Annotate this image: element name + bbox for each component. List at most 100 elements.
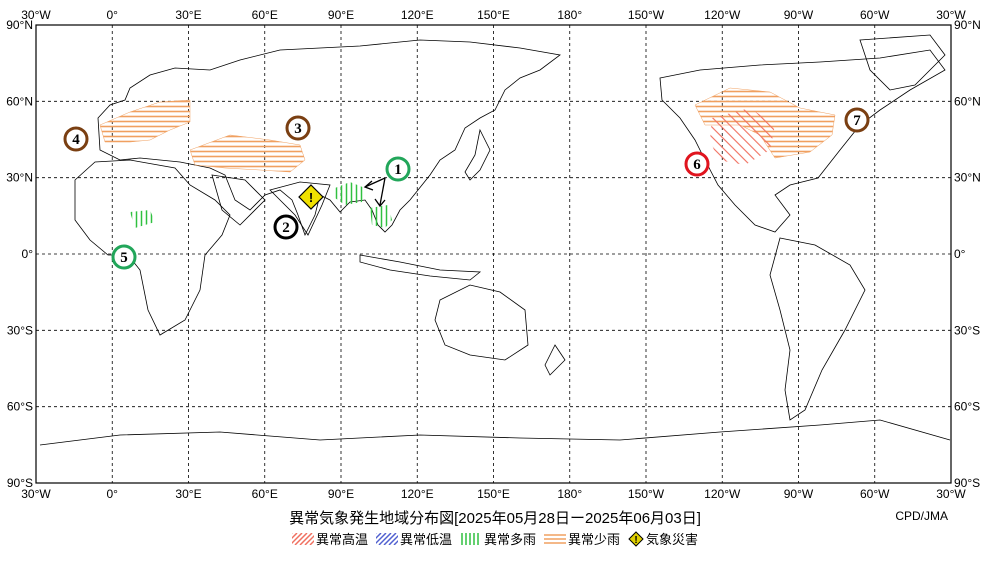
top-lon-label: 120°E: [401, 8, 434, 22]
marker-number: 1: [394, 162, 402, 178]
diag-red-hatch: [291, 532, 314, 545]
top-lon-label: 60°E: [252, 8, 278, 22]
marker-circle: [285, 115, 311, 141]
south-america-outline: [769, 237, 866, 421]
left-lat-label: 30°S: [7, 323, 33, 337]
top-lon-label: 120°W: [704, 8, 741, 22]
right-lat-label: 60°N: [954, 94, 981, 108]
svg-text:!: !: [634, 535, 637, 546]
legend-label: 気象災害: [646, 532, 699, 547]
antarctica-outline: [39, 419, 951, 446]
left-lat-label: 60°N: [6, 94, 33, 108]
marker-circle: [63, 126, 89, 152]
bottom-lon-label: 30°W: [21, 487, 51, 501]
top-lon-label: 60°W: [860, 8, 890, 22]
marker-3: 3: [285, 115, 311, 141]
japan-outline: [464, 128, 491, 181]
eurasia-outline: [97, 39, 561, 237]
indochina-wet-region: [370, 205, 392, 228]
marker-circle: [385, 156, 411, 182]
legend-label: 異常低温: [399, 532, 452, 547]
bottom-lon-label: 90°W: [784, 487, 814, 501]
coastlines: [39, 34, 951, 446]
vertical-green-hatch: [461, 532, 479, 545]
marker-number: 6: [693, 157, 701, 173]
arrow-head-indochina: [374, 198, 386, 208]
top-lon-label: 30°W: [936, 8, 966, 22]
right-lat-label: 90°S: [954, 476, 980, 490]
marker-circle: [111, 244, 137, 270]
africa-outline: [74, 159, 231, 336]
diag-blue-hatch: [375, 532, 398, 545]
disaster-marker: !: [298, 184, 324, 210]
bottom-lon-label: 120°E: [401, 487, 434, 501]
markers: 1 2 3 4 5 6 7: [63, 107, 870, 270]
india-wet-region: [335, 182, 365, 205]
legend-item-3: 異常少雨: [544, 529, 620, 548]
bottom-lon-label: 150°E: [477, 487, 510, 501]
bottom-lon-label: 150°W: [628, 487, 665, 501]
horizontal-orange-hatch: [544, 533, 566, 544]
marker-circle: [684, 151, 710, 177]
marker-number: 4: [72, 132, 80, 148]
newzealand-outline: [544, 344, 566, 376]
legend-label: 異常少雨: [568, 532, 621, 547]
bottom-lon-label: 120°W: [704, 487, 741, 501]
marker-number: 7: [853, 113, 861, 129]
credit-label: CPD/JMA: [895, 509, 948, 523]
top-lon-label: 30°W: [21, 8, 51, 22]
indonesia-outline: [359, 254, 482, 281]
marker-number: 5: [120, 250, 128, 266]
top-lon-label: 180°: [557, 8, 582, 22]
india-outline: [269, 181, 331, 236]
graticule: [36, 25, 951, 483]
left-lat-label: 90°S: [7, 476, 33, 490]
marker-4: 4: [63, 126, 89, 152]
warning-diamond-icon: !: [628, 530, 644, 547]
bottom-lon-label: 0°: [107, 487, 119, 501]
australia-outline: [434, 284, 529, 361]
legend-item-1: 異常低温: [375, 529, 452, 548]
africa-wet-region: [130, 210, 155, 228]
svg-text:!: !: [309, 190, 313, 205]
canada-hot-region: [710, 108, 775, 165]
anomaly-regions: [99, 87, 836, 228]
marker-1: 1: [385, 156, 411, 182]
arabia-outline: [211, 174, 266, 226]
marker-circle: [273, 214, 299, 240]
bottom-lon-label: 180°: [557, 487, 582, 501]
europe-dry-region: [99, 99, 191, 143]
top-lon-label: 30°E: [175, 8, 201, 22]
marker-number: 2: [282, 220, 290, 236]
legend-item-4: ! 気象災害: [628, 529, 698, 548]
marker-1-arrows: [363, 177, 386, 208]
top-lon-label: 90°E: [328, 8, 354, 22]
map-footer: 異常気象発生地域分布図[2025年05月28日ー2025年06月03日] CPD…: [0, 507, 990, 567]
marker-circle: [844, 107, 870, 133]
world-map: 30°W 0° 30°E 60°E 90°E 120°E 150°E 180° 150°W 120…: [6, 8, 981, 501]
legend-item-2: 異常多雨: [460, 529, 536, 548]
legend-item-0: 異常高温: [291, 529, 368, 548]
arrow-to-india: [364, 177, 386, 188]
arrow-head-india: [363, 180, 374, 191]
bottom-lon-label: 60°E: [252, 487, 278, 501]
left-lat-label: 90°N: [6, 18, 33, 32]
map-title: 異常気象発生地域分布図[2025年05月28日ー2025年06月03日]: [289, 510, 701, 527]
top-lon-label: 90°W: [784, 8, 814, 22]
marker-6: 6: [684, 151, 710, 177]
left-lat-label: 0°: [22, 247, 34, 261]
legend-label: 異常高温: [315, 532, 368, 547]
marker-7: 7: [844, 107, 870, 133]
right-lat-label: 60°S: [954, 400, 980, 414]
top-lon-label: 150°E: [477, 8, 510, 22]
top-lon-label: 150°W: [628, 8, 665, 22]
warning-diamond-icon: [298, 184, 324, 210]
bottom-lon-label: 90°E: [328, 487, 354, 501]
bottom-lon-label: 30°E: [175, 487, 201, 501]
bottom-lon-label: 60°W: [860, 487, 890, 501]
marker-5: 5: [111, 244, 137, 270]
right-lat-label: 30°S: [954, 323, 980, 337]
marker-number: 3: [294, 121, 302, 137]
left-lat-label: 60°S: [7, 400, 33, 414]
left-lat-label: 30°N: [6, 171, 33, 185]
